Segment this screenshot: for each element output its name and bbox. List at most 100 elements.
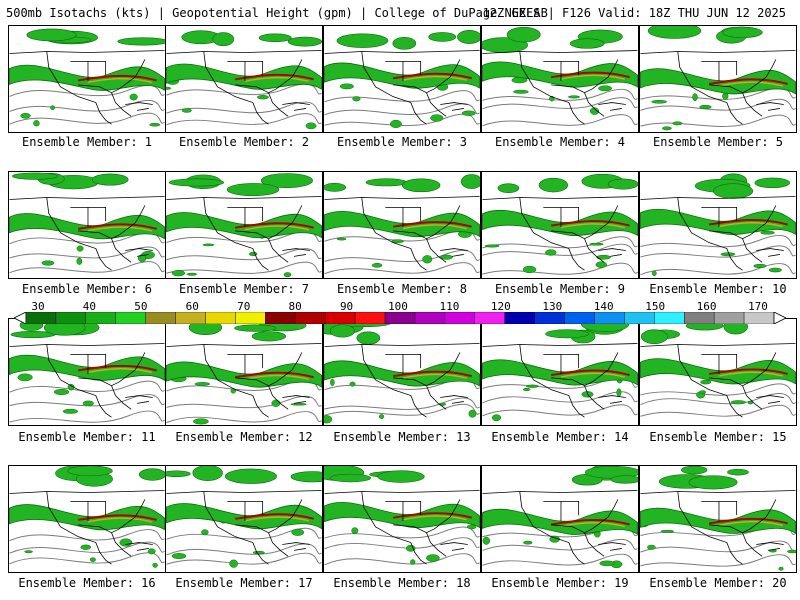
colorbar-swatch — [743, 312, 775, 324]
colorbar-tick-label: 100 — [388, 300, 408, 313]
ensemble-map-panel — [165, 465, 323, 573]
colorbar-swatch — [654, 312, 685, 324]
ensemble-map-panel — [165, 171, 323, 279]
ensemble-map-panel — [323, 465, 481, 573]
ensemble-member-caption: Ensemble Member: 2 — [178, 135, 310, 149]
isotach-band — [482, 319, 638, 386]
map-image — [640, 466, 796, 571]
colorbar-swatch — [55, 312, 87, 324]
ensemble-member-caption: Ensemble Member: 1 — [21, 135, 153, 149]
isotach-band — [324, 319, 480, 387]
ensemble-map-panel — [639, 171, 797, 279]
ensemble-member-caption: Ensemble Member: 20 — [649, 576, 787, 590]
map-image — [482, 173, 638, 275]
ensemble-map-panel — [481, 465, 639, 573]
height-contours — [482, 88, 638, 127]
run-valid-time: 12Z GEFS | F126 Valid: 18Z THU JUN 12 20… — [482, 6, 786, 20]
ensemble-member-caption: Ensemble Member: 17 — [175, 576, 313, 590]
ensemble-member-caption: Ensemble Member: 5 — [652, 135, 784, 149]
colorbar-tick-label: 160 — [696, 300, 717, 313]
map-image — [9, 319, 165, 423]
colorbar-swatch — [504, 312, 535, 324]
isotach-band — [640, 466, 796, 534]
ensemble-member-caption: Ensemble Member: 6 — [21, 282, 153, 296]
ensemble-map-panel — [639, 318, 797, 426]
map-image — [482, 466, 638, 569]
isotach-band — [9, 172, 165, 240]
colorbar-swatch — [354, 312, 386, 324]
map-borders — [166, 196, 322, 271]
ensemble-member-caption: Ensemble Member: 9 — [494, 282, 626, 296]
colorbar: 30 40 50 60 70 80 90 100 110 120 130 140 150 160 170 — [14, 300, 786, 324]
isotach-band — [166, 30, 322, 90]
colorbar-labels: 30 40 50 60 70 80 90 100 110 120 130 140 150 160 170 — [14, 300, 786, 313]
ensemble-map-panel — [8, 171, 166, 279]
ensemble-map-panel — [639, 465, 797, 573]
ensemble-member-caption: Ensemble Member: 10 — [649, 282, 787, 296]
map-image — [9, 466, 165, 568]
map-borders — [640, 196, 796, 271]
colorbar-swatch — [235, 312, 266, 324]
colorbar-tick-label: 50 — [134, 300, 148, 313]
ensemble-member-caption: Ensemble Member: 7 — [178, 282, 310, 296]
colorbar-swatch — [444, 312, 476, 324]
map-borders — [166, 490, 322, 565]
map-title: 500mb Isotachs (kts) | Geopotential Heig… — [6, 6, 548, 20]
map-image — [166, 173, 322, 278]
colorbar-tick-label: 150 — [645, 300, 666, 313]
map-image — [482, 26, 638, 127]
colorbar-swatch — [115, 312, 146, 324]
colorbar-swatch — [265, 312, 296, 324]
isotach-band — [482, 466, 638, 536]
map-borders — [166, 50, 322, 125]
colorbar-left-arrow — [14, 312, 27, 324]
ensemble-map-panel — [639, 25, 797, 133]
colorbar-swatch — [594, 312, 625, 324]
height-contours — [166, 527, 322, 565]
colorbar-tick-label: 60 — [185, 300, 199, 313]
ensemble-member-caption: Ensemble Member: 4 — [494, 135, 626, 149]
height-contours — [9, 232, 165, 274]
height-contours — [9, 84, 165, 125]
isotach-band — [324, 30, 480, 89]
isotach-band — [9, 28, 165, 91]
map-borders — [9, 50, 165, 125]
isotach-band — [9, 319, 165, 381]
isotach-band — [324, 466, 480, 529]
colorbar-swatch — [145, 312, 176, 324]
map-borders — [9, 343, 165, 418]
ensemble-member-caption: Ensemble Member: 11 — [18, 430, 156, 444]
colorbar-swatch — [684, 312, 715, 324]
colorbar-swatch — [534, 312, 565, 324]
colorbar-swatch — [295, 312, 326, 324]
colorbar-swatch — [414, 312, 446, 324]
colorbar-swatch — [175, 312, 206, 324]
map-image — [482, 319, 638, 422]
colorbar-tick-label: 40 — [82, 300, 97, 313]
isotach-band — [482, 173, 638, 237]
map-borders — [9, 196, 165, 271]
map-borders — [324, 50, 480, 125]
map-image — [324, 30, 480, 128]
ensemble-member-caption: Ensemble Member: 16 — [18, 576, 156, 590]
ensemble-member-caption: Ensemble Member: 8 — [336, 282, 468, 296]
map-image — [9, 172, 165, 274]
height-contours — [324, 229, 480, 275]
ensemble-map-panel — [323, 318, 481, 426]
ensemble-member-caption: Ensemble Member: 18 — [333, 576, 471, 590]
colorbar-right-arrow — [773, 312, 786, 324]
ensemble-member-caption: Ensemble Member: 15 — [649, 430, 787, 444]
isotach-band — [640, 319, 796, 385]
ensemble-map-panel — [165, 318, 323, 426]
height-contours — [324, 90, 480, 127]
colorbar-swatch — [325, 312, 356, 324]
height-contours — [9, 380, 165, 423]
map-borders — [324, 196, 480, 271]
ensemble-map-panel — [8, 465, 166, 573]
ensemble-member-caption: Ensemble Member: 13 — [333, 430, 471, 444]
isotach-band — [166, 466, 322, 530]
colorbar-tick-label: 130 — [542, 300, 563, 313]
map-image — [166, 319, 322, 425]
map-borders — [482, 196, 638, 271]
colorbar-tick-label: 110 — [439, 300, 460, 313]
